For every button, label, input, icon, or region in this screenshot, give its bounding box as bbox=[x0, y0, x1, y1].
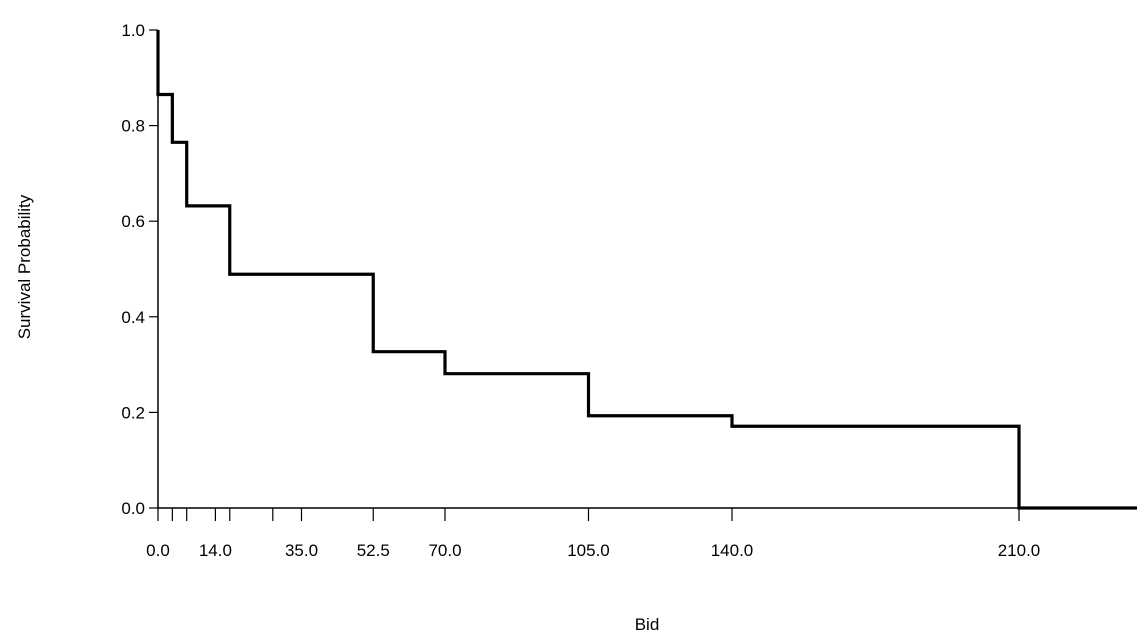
y-axis: 0.0 0.2 0.4 0.6 0.8 1.0 bbox=[121, 21, 158, 518]
x-axis: 0.0 14.0 35.0 52.5 70.0 105.0 140.0 210.0 bbox=[146, 508, 1137, 560]
y-axis-title: Survival Probability bbox=[15, 194, 34, 339]
x-tick-label: 14.0 bbox=[199, 541, 232, 560]
y-tick-label: 0.2 bbox=[121, 403, 145, 422]
y-tick-label: 0.8 bbox=[121, 117, 145, 136]
plot-area bbox=[158, 30, 1137, 508]
x-tick-label: 0.0 bbox=[146, 541, 170, 560]
x-tick-label: 105.0 bbox=[567, 541, 610, 560]
x-tick-label: 35.0 bbox=[285, 541, 318, 560]
y-tick-label: 0.0 bbox=[121, 499, 145, 518]
x-tick-label: 52.5 bbox=[357, 541, 390, 560]
x-tick-label: 70.0 bbox=[428, 541, 461, 560]
x-tick-label: 140.0 bbox=[711, 541, 754, 560]
survival-step-line bbox=[158, 30, 1137, 508]
y-tick-label: 0.4 bbox=[121, 308, 145, 327]
y-tick-label: 1.0 bbox=[121, 21, 145, 40]
y-tick-label: 0.6 bbox=[121, 212, 145, 231]
x-axis-title: Bid bbox=[635, 615, 660, 634]
x-tick-label: 210.0 bbox=[998, 541, 1041, 560]
